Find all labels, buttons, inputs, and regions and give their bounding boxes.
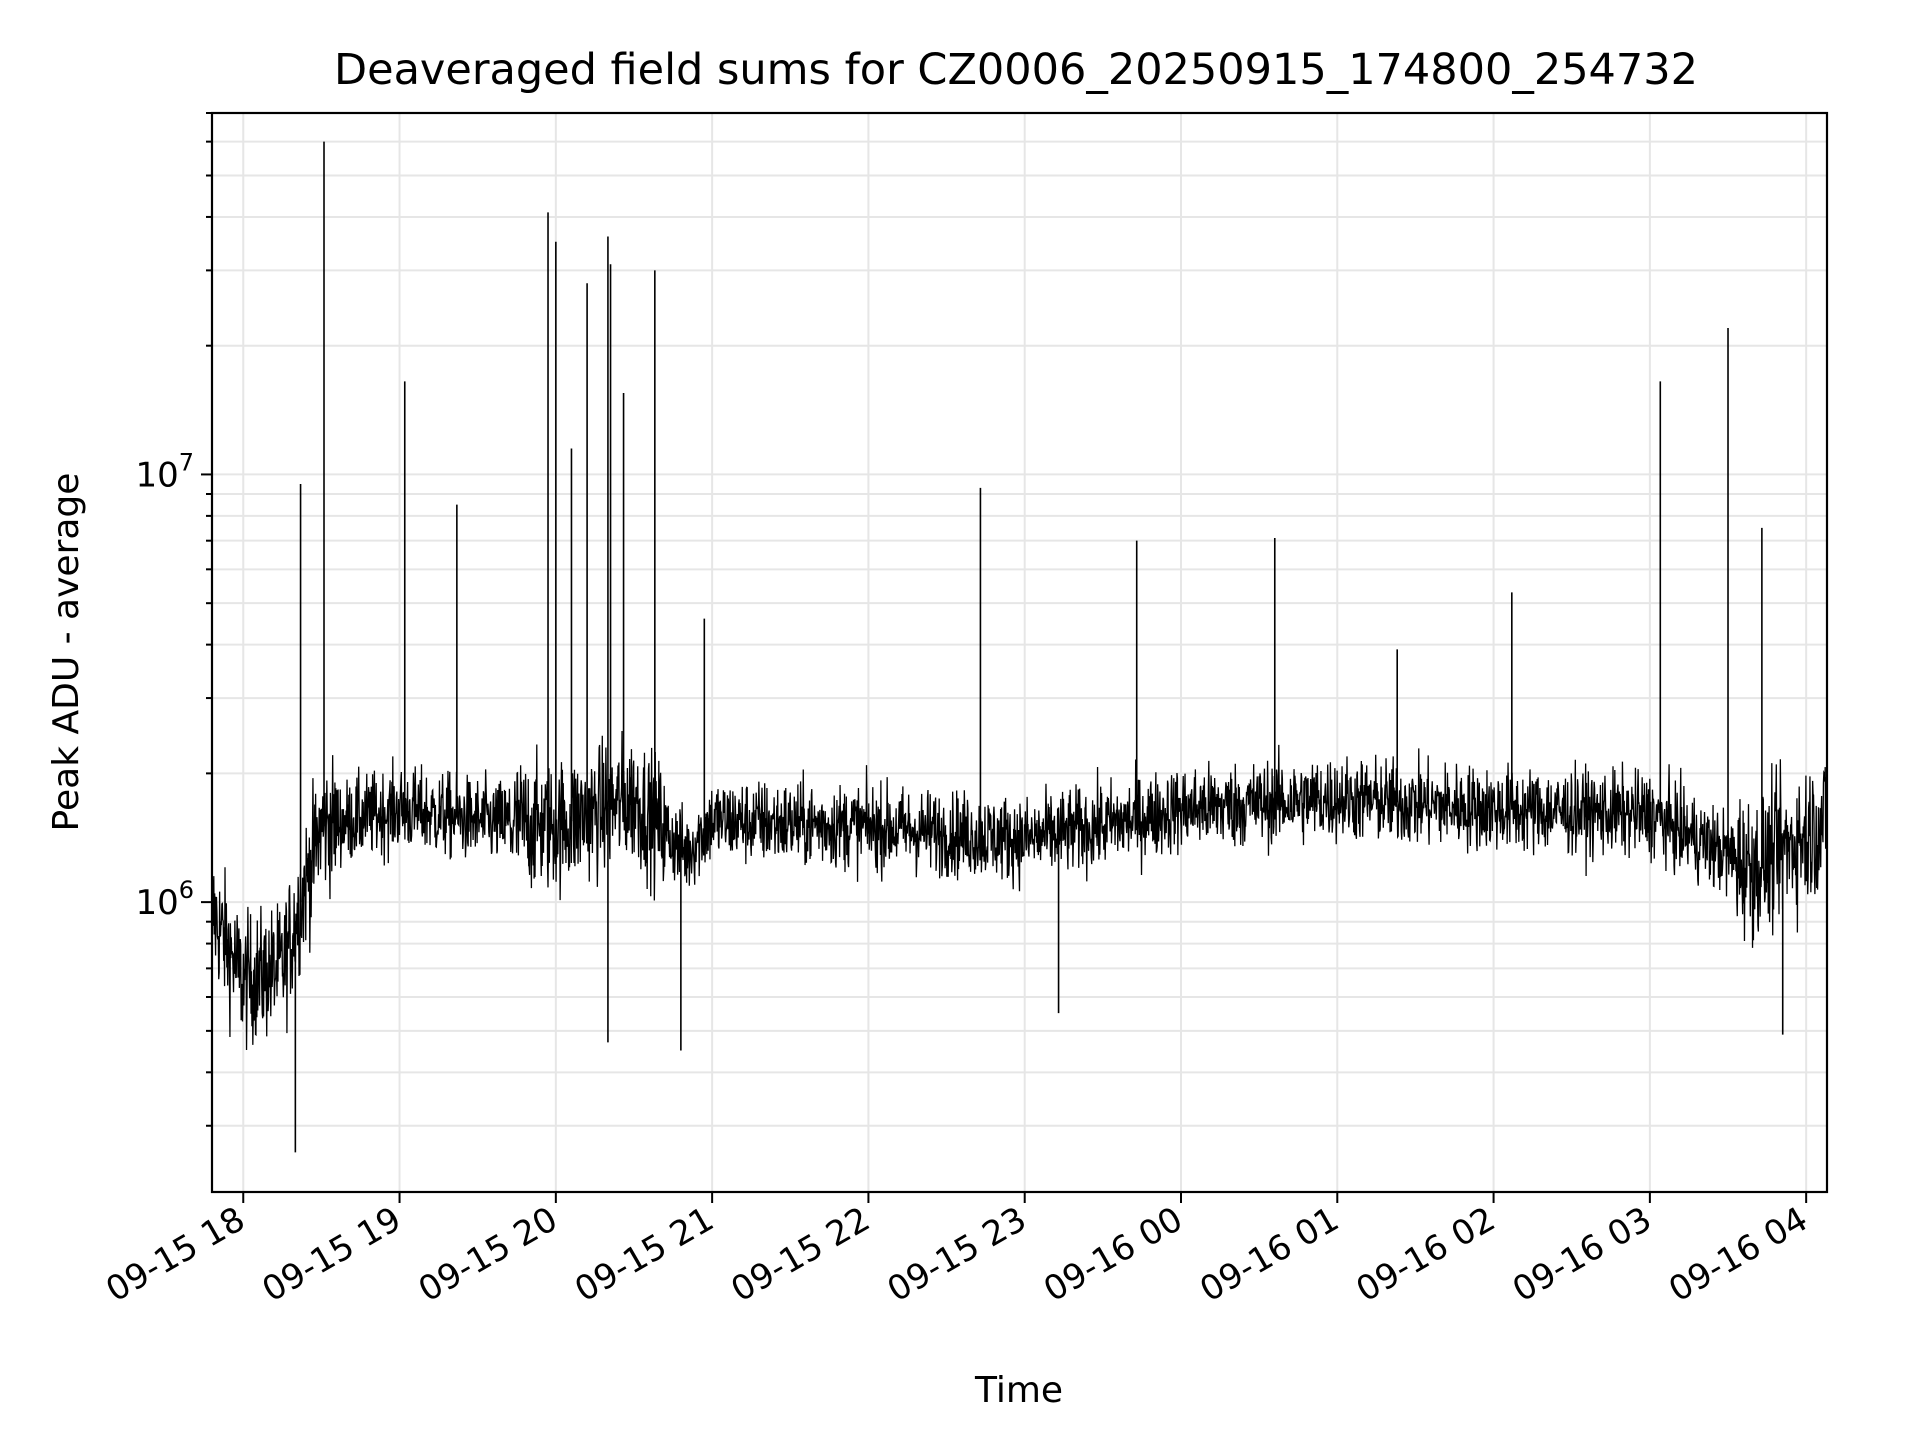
y-tick-label: 106 xyxy=(135,876,194,923)
y-tick-exponent: 6 xyxy=(179,876,194,904)
x-tick-label: 09-15 21 xyxy=(568,1199,720,1310)
plot-frame xyxy=(210,111,1829,1194)
x-tick-label: 09-15 18 xyxy=(99,1199,251,1310)
y-tick-label: 107 xyxy=(135,448,194,495)
x-tick-label: 09-16 00 xyxy=(1037,1199,1189,1310)
x-axis: 09-15 18 09-15 19 09-15 20 09-15 21 09-15 22… xyxy=(99,1192,1815,1310)
grid xyxy=(212,112,1827,1192)
x-axis-label: Time xyxy=(974,1370,1063,1411)
y-tick-mantissa: 10 xyxy=(135,883,178,923)
x-tick-label: 09-15 23 xyxy=(881,1199,1033,1310)
x-tick-label: 09-16 02 xyxy=(1350,1199,1502,1310)
x-tick-label: 09-16 01 xyxy=(1193,1199,1345,1310)
x-tick-label: 09-15 22 xyxy=(725,1199,877,1310)
y-tick-exponent: 7 xyxy=(179,448,194,476)
x-tick-label: 09-16 03 xyxy=(1506,1199,1658,1310)
x-tick-label: 09-15 19 xyxy=(256,1199,408,1310)
chart-title: Deaveraged field sums for CZ0006_2025091… xyxy=(334,45,1698,95)
y-axis-label: Peak ADU - average xyxy=(46,473,87,832)
x-tick-label: 09-16 04 xyxy=(1662,1199,1814,1310)
series-line xyxy=(211,730,1828,1051)
y-tick-mantissa: 10 xyxy=(135,455,178,495)
x-tick-label: 09-15 20 xyxy=(412,1199,564,1310)
series-line-group xyxy=(211,141,1828,1153)
